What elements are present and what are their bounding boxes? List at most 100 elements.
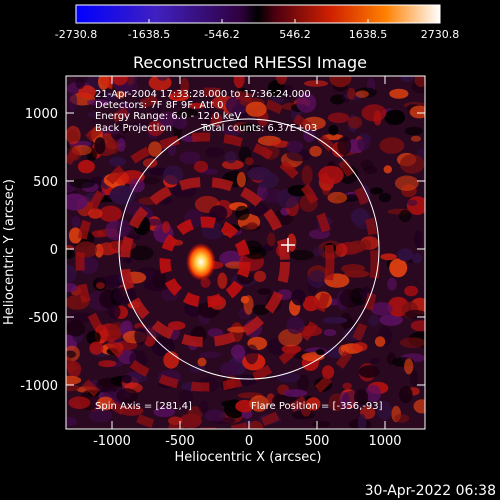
texture-blob (286, 316, 305, 335)
texture-blob (380, 253, 397, 261)
texture-blob (119, 405, 144, 416)
texture-blob (397, 248, 414, 262)
texture-blob (409, 105, 425, 119)
texture-blob (353, 389, 369, 405)
texture-blob (221, 159, 244, 170)
texture-blob (66, 249, 75, 259)
texture-blob (275, 76, 288, 85)
texture-blob (249, 395, 269, 412)
annotation-detectors: Detectors: 7F 8F 9F, Att 0 (95, 100, 223, 111)
texture-blob (301, 165, 313, 186)
texture-blob (360, 239, 372, 251)
texture-blob (148, 141, 162, 157)
texture-blob (374, 336, 386, 347)
footer-timestamp: 30-Apr-2022 06:38 (365, 483, 496, 499)
y-tick-label: -500 (28, 311, 58, 326)
colorbar-tick-label: 1638.5 (349, 28, 388, 41)
texture-blob (355, 90, 369, 98)
x-tick-label: -500 (165, 434, 195, 449)
texture-blob (66, 384, 80, 392)
y-axis-label: Heliocentric Y (arcsec) (2, 179, 17, 325)
texture-blob (134, 327, 147, 345)
texture-blob (399, 154, 425, 174)
y-tick-label: 0 (50, 243, 58, 258)
texture-blob (247, 420, 264, 429)
texture-blob (267, 232, 276, 247)
texture-blob (68, 227, 83, 244)
texture-blob (66, 320, 86, 337)
texture-blob (99, 205, 122, 222)
texture-blob (66, 283, 78, 292)
texture-blob (328, 124, 339, 136)
x-tick-label: 500 (305, 434, 330, 449)
texture-blob (167, 321, 186, 331)
texture-blob (341, 264, 365, 274)
texture-blob (377, 401, 392, 421)
x-axis-ticks (111, 76, 386, 429)
texture-blob (282, 389, 308, 397)
colorbar-ticks (75, 19, 441, 23)
texture-blob (98, 360, 117, 368)
texture-blob (411, 253, 423, 264)
texture-blob (172, 116, 188, 130)
texture-blob (309, 145, 322, 157)
flare-source (186, 243, 216, 281)
texture-blob (237, 123, 260, 132)
texture-blob (220, 361, 240, 376)
texture-blob (179, 151, 201, 165)
texture-blob (404, 285, 419, 297)
texture-blob (111, 76, 128, 86)
texture-blob (209, 205, 228, 221)
texture-blob (204, 147, 224, 158)
texture-blob (289, 250, 314, 261)
texture-blob (404, 126, 423, 136)
texture-blob (86, 330, 101, 345)
texture-blob (244, 157, 254, 166)
colorbar-tick-label: 546.2 (279, 28, 311, 41)
texture-blob (304, 80, 328, 87)
texture-blob (87, 111, 99, 119)
texture-blob (115, 90, 125, 99)
texture-blob (291, 289, 306, 306)
texture-blob (384, 109, 406, 126)
texture-blob (68, 312, 95, 323)
y-tick-label: 500 (33, 175, 58, 190)
texture-blob (177, 108, 199, 118)
texture-blob (370, 302, 393, 316)
texture-blob (394, 175, 419, 191)
texture-blob (162, 165, 184, 185)
texture-blob (117, 138, 126, 152)
texture-blob (69, 178, 96, 189)
colorbar-tick-label: -546.2 (204, 28, 239, 41)
texture-blob (360, 159, 374, 170)
texture-blob (163, 351, 180, 369)
texture-blob (369, 357, 380, 364)
texture-blob (286, 233, 297, 252)
annotation-method: Back Projection (95, 123, 172, 134)
texture-blob (399, 209, 412, 223)
texture-blob (358, 365, 380, 378)
x-tick-label: -1000 (93, 434, 131, 449)
colorbar-tick-label: 2730.8 (421, 28, 460, 41)
texture-blob (129, 178, 145, 193)
texture-blob (66, 416, 77, 427)
texture-blob (399, 337, 425, 348)
texture-blob (168, 416, 183, 426)
texture-blob (337, 136, 352, 156)
rhessi-image (66, 76, 425, 429)
texture-blob (394, 414, 410, 423)
texture-blob (86, 99, 111, 106)
texture-blob (410, 368, 418, 387)
texture-blob (307, 269, 327, 289)
texture-blob (352, 342, 368, 352)
texture-blob (379, 314, 404, 326)
x-tick-label: 1000 (368, 434, 401, 449)
texture-blob (94, 137, 106, 155)
texture-blob (342, 382, 353, 390)
texture-blob (302, 295, 320, 312)
texture-blob (116, 219, 130, 238)
texture-blob (112, 286, 137, 304)
texture-blob (365, 384, 382, 403)
texture-blob (240, 295, 250, 304)
